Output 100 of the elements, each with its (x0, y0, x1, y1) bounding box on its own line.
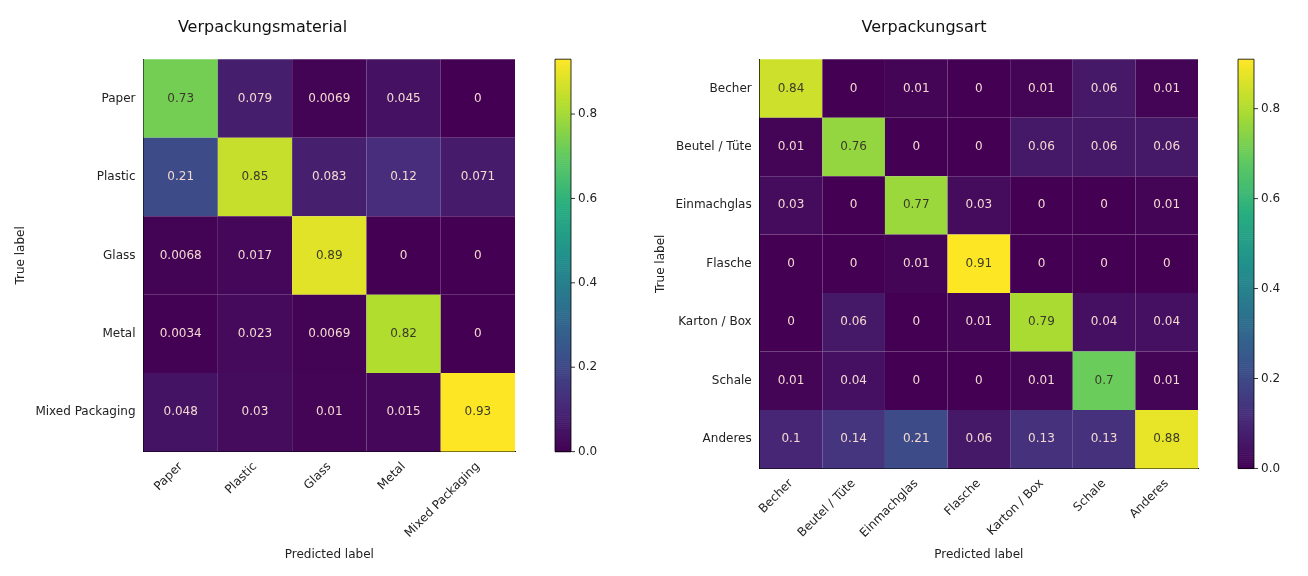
color-bar-label: 0.8 (1261, 100, 1281, 115)
data-label: 0.93 (464, 404, 492, 419)
x-axis-title: Predicted label (934, 546, 1024, 561)
data-label: 0.21 (902, 431, 930, 446)
data-label: 0 (787, 255, 795, 270)
data-label: 0.06 (965, 431, 993, 446)
data-label: 0 (912, 372, 921, 387)
data-label: 0.01 (1028, 372, 1055, 387)
y-tick-label: Anderes (702, 431, 752, 446)
data-label: 0.01 (965, 314, 993, 329)
data-label: 0 (975, 139, 983, 154)
data-label: 0 (975, 80, 983, 95)
data-label: 0.01 (777, 372, 805, 387)
data-label: 0.89 (315, 247, 343, 262)
data-label: 0.85 (241, 169, 269, 184)
color-bar-label: 0.0 (578, 443, 598, 458)
color-bar-label: 0.4 (1261, 280, 1281, 295)
y-tick-label: Glass (103, 247, 136, 262)
data-label: 0.01 (902, 255, 930, 270)
data-label: 0 (1100, 197, 1108, 212)
data-label: 0 (912, 139, 921, 154)
data-label: 0 (912, 314, 921, 329)
data-label: 0.04 (1090, 314, 1118, 329)
chart-title: Verpackungsart (861, 16, 987, 36)
data-label: 0.045 (386, 90, 421, 105)
data-label: 0.06 (840, 314, 867, 329)
color-bar-label: 0.2 (1261, 370, 1281, 385)
x-axis-title: Predicted label (284, 546, 374, 561)
data-label: 0.048 (163, 404, 198, 419)
data-label: 0 (399, 247, 408, 262)
data-label: 0.071 (460, 169, 496, 184)
y-tick-label: Mixed Packaging (35, 404, 136, 419)
data-label: 0.01 (1028, 80, 1055, 95)
y-tick-label: Paper (101, 90, 136, 105)
data-label: 0.023 (237, 326, 273, 341)
data-label: 0 (849, 80, 858, 95)
data-label: 0 (1037, 255, 1046, 270)
data-label: 0.03 (241, 404, 269, 419)
data-label: 0.13 (1028, 431, 1055, 446)
y-axis-title: True label (653, 234, 668, 294)
color-bar-label: 0.2 (578, 359, 598, 374)
data-label: 0.88 (1153, 431, 1181, 446)
y-tick-label: Metal (102, 326, 136, 341)
data-label: 0.01 (1153, 372, 1181, 387)
data-label: 0 (975, 372, 983, 387)
data-label: 0.13 (1090, 431, 1118, 446)
data-label: 0.01 (1153, 80, 1181, 95)
data-label: 0.0034 (159, 326, 202, 341)
data-label: 0.0069 (308, 90, 351, 105)
chart-title: Verpackungsmaterial (177, 16, 348, 36)
data-label: 0 (1162, 255, 1171, 270)
data-label: 0.017 (237, 247, 273, 262)
data-label: 0 (1037, 197, 1046, 212)
y-tick-label: Karton / Box (678, 314, 752, 329)
data-label: 0.03 (965, 197, 993, 212)
data-label: 0 (849, 255, 858, 270)
data-label: 0.77 (902, 197, 930, 212)
data-label: 0 (474, 326, 482, 341)
data-label: 0.04 (1153, 314, 1181, 329)
color-bar-label: 0.8 (578, 106, 598, 121)
data-label: 0.0068 (159, 247, 202, 262)
data-label: 0.1 (781, 431, 801, 446)
data-label: 0.06 (1090, 139, 1118, 154)
y-axis-title: True label (13, 226, 28, 286)
color-bar-label: 0.4 (578, 274, 598, 289)
data-label: 0 (474, 90, 482, 105)
y-tick-label: Becher (709, 80, 752, 95)
y-tick-label: Flasche (706, 255, 752, 270)
color-bar-label: 0.0 (1261, 460, 1281, 475)
data-label: 0 (1100, 255, 1108, 270)
color-bar-label: 0.6 (578, 190, 598, 205)
data-label: 0.06 (1090, 80, 1118, 95)
data-label: 0.0069 (308, 326, 351, 341)
data-label: 0 (474, 247, 482, 262)
data-label: 0.06 (1028, 139, 1055, 154)
data-label: 0 (849, 197, 858, 212)
data-label: 0.79 (1028, 314, 1055, 329)
data-label: 0.01 (902, 80, 930, 95)
data-label: 0.7 (1094, 372, 1114, 387)
data-label: 0.015 (386, 404, 421, 419)
data-label: 0.76 (840, 139, 867, 154)
y-tick-label: Einmachglas (675, 197, 752, 212)
data-label: 0.01 (1153, 197, 1181, 212)
y-tick-label: Beutel / Tüte (676, 139, 752, 154)
data-label: 0.06 (1153, 139, 1181, 154)
y-tick-label: Schale (711, 372, 752, 387)
data-label: 0.91 (965, 255, 993, 270)
data-label: 0.01 (315, 404, 343, 419)
data-label: 0.82 (390, 326, 417, 341)
data-label: 0.01 (777, 139, 805, 154)
data-label: 0.84 (777, 80, 805, 95)
data-label: 0.03 (777, 197, 805, 212)
color-bar-label: 0.6 (1261, 190, 1281, 205)
data-label: 0.21 (167, 169, 195, 184)
data-label: 0.083 (312, 169, 347, 184)
data-label: 0.079 (237, 90, 273, 105)
data-label: 0.73 (167, 90, 195, 105)
data-label: 0.12 (390, 169, 417, 184)
y-tick-label: Plastic (96, 169, 136, 184)
data-label: 0.04 (840, 372, 867, 387)
